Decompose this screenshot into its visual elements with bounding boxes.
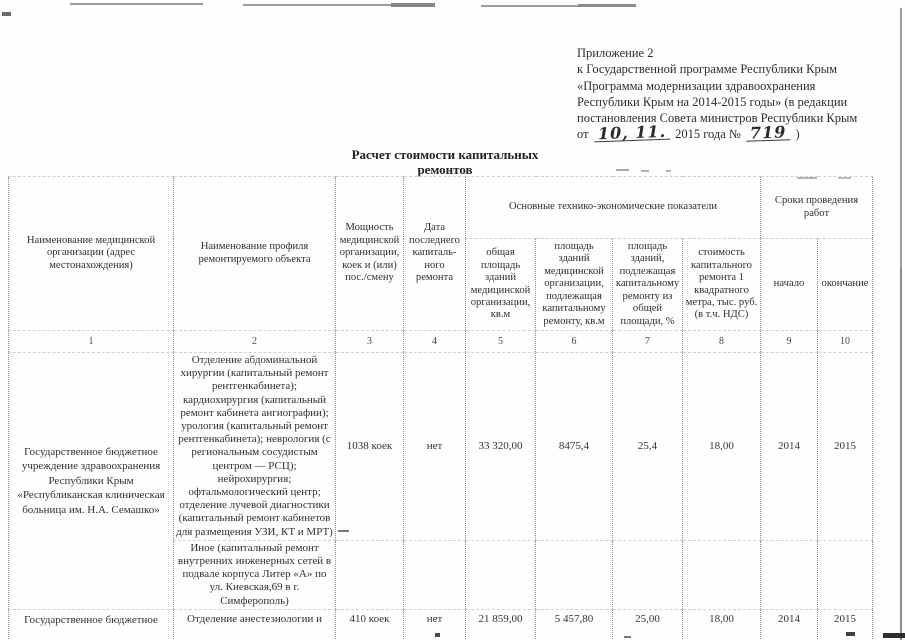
appendix-note: Приложение 2 к Государственной программе… (577, 45, 903, 144)
cell-org-semashko: Государственное бюджетное учреждение здр… (8, 352, 174, 610)
scan-artifact (578, 4, 636, 7)
col-number: 8 (682, 330, 761, 353)
header-group-indicators: Основные технико-экономические показател… (465, 176, 761, 239)
cell-end-year: 2015 (817, 608, 873, 640)
empty-cell (465, 539, 536, 610)
header-start: начало (760, 238, 818, 331)
table-row: Иное (капитальный ремонт внутренних инже… (9, 539, 873, 610)
scan-artifact (481, 5, 579, 7)
col-number: 3 (335, 330, 404, 353)
handwritten-number: 719 (745, 123, 791, 143)
header-last-repair-date: Дата последнего капиталь-ного ремонта (403, 176, 466, 331)
cell-last-repair: нет (403, 608, 466, 640)
header-repair-share: площадь зданий, подлежащая капитальному … (612, 238, 683, 331)
cell-start-year: 2014 (760, 352, 818, 541)
handwritten-date: 10, 11. (593, 122, 671, 144)
scan-artifact (70, 3, 203, 5)
empty-cell (335, 539, 404, 610)
cell-last-repair: нет (403, 352, 466, 541)
cell-repair-area: 8475,4 (535, 352, 613, 541)
scan-artifact (2, 12, 11, 16)
document-title: Расчет стоимости капитальных ремонтов (255, 147, 635, 177)
appendix-line-2: к Государственной программе Республики К… (577, 62, 838, 77)
cell-org-next: Государственное бюджетное (8, 608, 174, 640)
scan-artifact-dash (338, 530, 349, 532)
cell-repair-share: 25,4 (612, 352, 683, 541)
col-number: 1 (8, 330, 174, 353)
title-line-1: Расчет стоимости капитальных (351, 147, 539, 162)
col-number: 6 (535, 330, 613, 353)
cell-capacity: 410 коек (335, 608, 404, 640)
scan-artifact (666, 170, 671, 172)
col-number: 5 (465, 330, 536, 353)
cell-profile-next: Отделение анестезиологии и (173, 608, 336, 640)
empty-cell (760, 539, 818, 610)
cell-profile-semashko: Отделение абдоминальной хирургии (капита… (173, 352, 336, 541)
col-number: 4 (403, 330, 466, 353)
numbering-row: 1 2 3 4 5 6 7 8 9 10 (8, 330, 873, 353)
table-row: Государственное бюджетное Отделение анес… (8, 608, 873, 640)
date-middle: 2015 года № (675, 127, 741, 142)
scan-artifact (624, 636, 631, 638)
capital-repairs-table: Наименование медицинской организации (ад… (8, 176, 873, 640)
date-prefix: от (577, 127, 589, 142)
appendix-line-4: Республики Крым на 2014-2015 годы» (в ре… (577, 94, 848, 109)
header-capacity: Мощность медицинской организации, коек и… (335, 176, 404, 331)
header-end: окончание (817, 238, 873, 331)
scan-artifact (797, 177, 817, 179)
header-profile: Наименование профиля ремонтируемого объе… (173, 176, 336, 331)
col-number: 7 (612, 330, 683, 353)
cell-total-area: 21 859,00 (465, 608, 536, 640)
scan-artifact (435, 633, 440, 637)
col-number: 9 (760, 330, 818, 353)
table-row: Государственное бюджетное учреждение здр… (8, 352, 873, 610)
appendix-line-5: постановления Совета министров Республик… (577, 111, 858, 126)
cell-capacity: 1038 коек (335, 352, 404, 541)
scan-artifact (616, 169, 629, 171)
empty-cell (403, 539, 466, 610)
header-cost-per-sqm: стоимость капитального ремонта 1 квадрат… (682, 238, 761, 331)
empty-cell (612, 539, 683, 610)
empty-cell (817, 539, 873, 610)
col-number: 2 (173, 330, 336, 353)
cell-repair-share: 25,00 (612, 608, 683, 640)
header-group-terms: Сроки проведения работ (760, 176, 873, 239)
cell-start-year: 2014 (760, 608, 818, 640)
appendix-line-3: «Программа модернизации здравоохранения (577, 78, 816, 93)
scan-artifact (391, 3, 435, 7)
scan-artifact-page-edge (900, 268, 902, 640)
title-line-2: ремонтов (417, 161, 473, 177)
scan-artifact (838, 177, 851, 179)
scan-artifact (243, 4, 391, 6)
appendix-line-1: Приложение 2 (577, 46, 654, 60)
scan-artifact (846, 632, 855, 636)
appendix-line-6: от 10, 11. 2015 года № 719 ) (577, 122, 903, 144)
cell-cost-per-sqm: 18,00 (682, 352, 761, 541)
cell-cost-per-sqm: 18,00 (682, 608, 761, 640)
empty-cell (682, 539, 761, 610)
scan-artifact (883, 633, 905, 638)
scan-artifact-page-edge (900, 8, 902, 268)
empty-cell (535, 539, 613, 610)
header-org-name: Наименование медицинской организации (ад… (8, 176, 174, 331)
closing-paren: ) (795, 127, 800, 142)
cell-total-area: 33 320,00 (465, 352, 536, 541)
cell-profile-other: Иное (капитальный ремонт внутренних инже… (173, 539, 336, 610)
header-total-area: общая площадь зданий медицинской организ… (465, 238, 536, 331)
cell-end-year: 2015 (817, 352, 873, 541)
cell-repair-area: 5 457,80 (535, 608, 613, 640)
col-number: 10 (817, 330, 873, 353)
header-repair-area: площадь зданий медицинской организации, … (535, 238, 613, 331)
scan-artifact (641, 170, 649, 172)
